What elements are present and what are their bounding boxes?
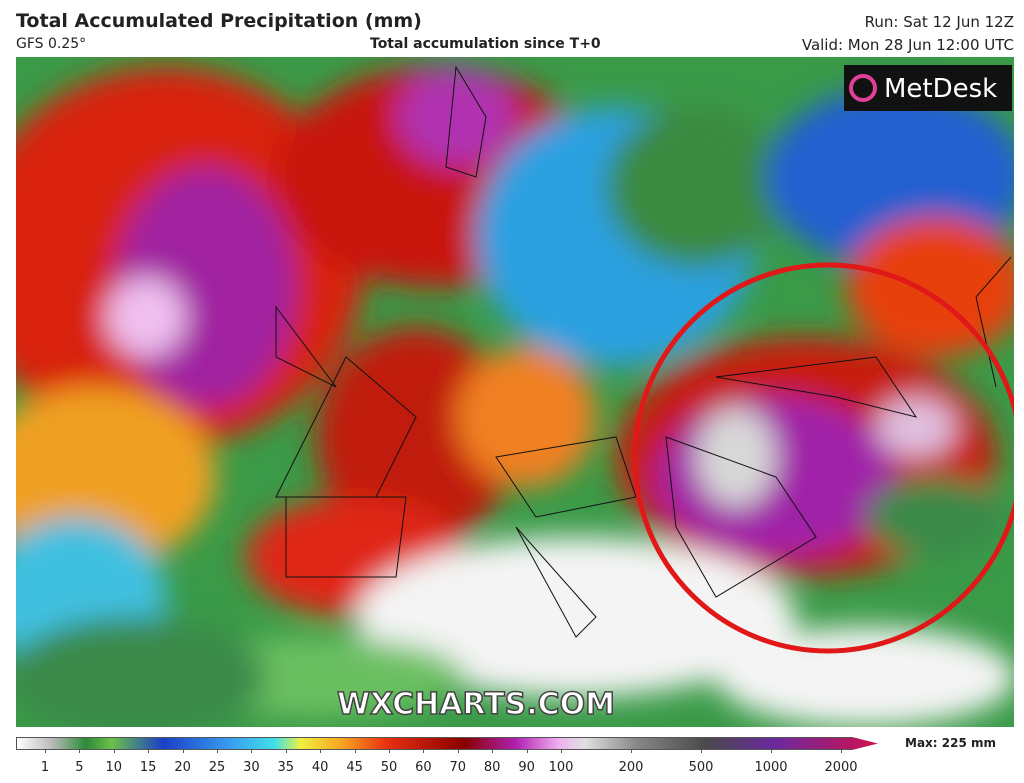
colorbar-tick-label: 40 xyxy=(311,760,329,775)
colorbar-tick xyxy=(526,749,528,753)
colorbar-tick xyxy=(389,749,390,753)
max-label: Max: 225 mm xyxy=(905,736,996,750)
colorbar xyxy=(16,737,878,750)
colorbar-tick xyxy=(45,749,46,753)
colorbar-tick-label: 30 xyxy=(243,760,260,775)
colorbar-tick xyxy=(354,749,356,753)
run-time: Run: Sat 12 Jun 12Z xyxy=(864,13,1014,31)
colorbar-tick-label: 5 xyxy=(75,760,84,775)
colorbar-tick xyxy=(423,749,425,753)
valid-time: Valid: Mon 28 Jun 12:00 UTC xyxy=(801,36,1014,54)
title: Total Accumulated Precipitation (mm) xyxy=(16,10,422,32)
colorbar-tick-label: 500 xyxy=(688,760,714,775)
colorbar-tick xyxy=(251,749,253,753)
colorbar-tick-label: 10 xyxy=(105,760,123,775)
colorbar-tick-label: 90 xyxy=(518,760,535,775)
colorbar-tick-label: 80 xyxy=(483,760,501,775)
logo-box xyxy=(844,65,1012,111)
model: GFS 0.25° xyxy=(16,36,87,52)
colorbar-tick xyxy=(771,749,772,753)
colorbar-tick-label: 1000 xyxy=(754,760,788,775)
colorbar-tick xyxy=(113,749,115,753)
colorbar-tick-label: 50 xyxy=(380,760,398,775)
colorbar-tick-label: 15 xyxy=(139,760,157,775)
colorbar-tick-label: 35 xyxy=(277,760,295,775)
watermark: WXCHARTS.COM xyxy=(337,687,615,722)
colorbar-tick xyxy=(701,749,702,753)
colorbar-tick xyxy=(217,749,218,753)
colorbar-tick-label: 2000 xyxy=(824,760,858,775)
colorbar-tick xyxy=(561,749,562,753)
colorbar-tick xyxy=(182,749,184,753)
colorbar-tick-label: 25 xyxy=(208,760,226,775)
colorbar-tick xyxy=(79,749,81,753)
colorbar-tick xyxy=(148,749,150,753)
colorbar-tick-label: 100 xyxy=(548,760,574,775)
colorbar-tick xyxy=(457,749,459,753)
colorbar-tick-label: 200 xyxy=(618,760,644,775)
highlight-circle xyxy=(632,262,1014,654)
colorbar-tick xyxy=(285,749,287,753)
colorbar-tick-label: 60 xyxy=(415,760,432,775)
colorbar-tick xyxy=(492,749,494,753)
colorbar-tick xyxy=(841,749,842,753)
colorbar-tick-label: 70 xyxy=(449,760,467,775)
colorbar-tick xyxy=(631,749,632,753)
map: MetDesk WXCHARTS.COM xyxy=(16,57,1014,727)
colorbar-tick-label: 20 xyxy=(174,760,191,775)
colorbar-tick-label: 45 xyxy=(346,760,363,775)
colorbar-tick xyxy=(320,749,322,753)
logo: MetDesk xyxy=(884,74,997,104)
colorbar-tick-label: 1 xyxy=(40,760,50,775)
subtitle: Total accumulation since T+0 xyxy=(370,36,601,52)
